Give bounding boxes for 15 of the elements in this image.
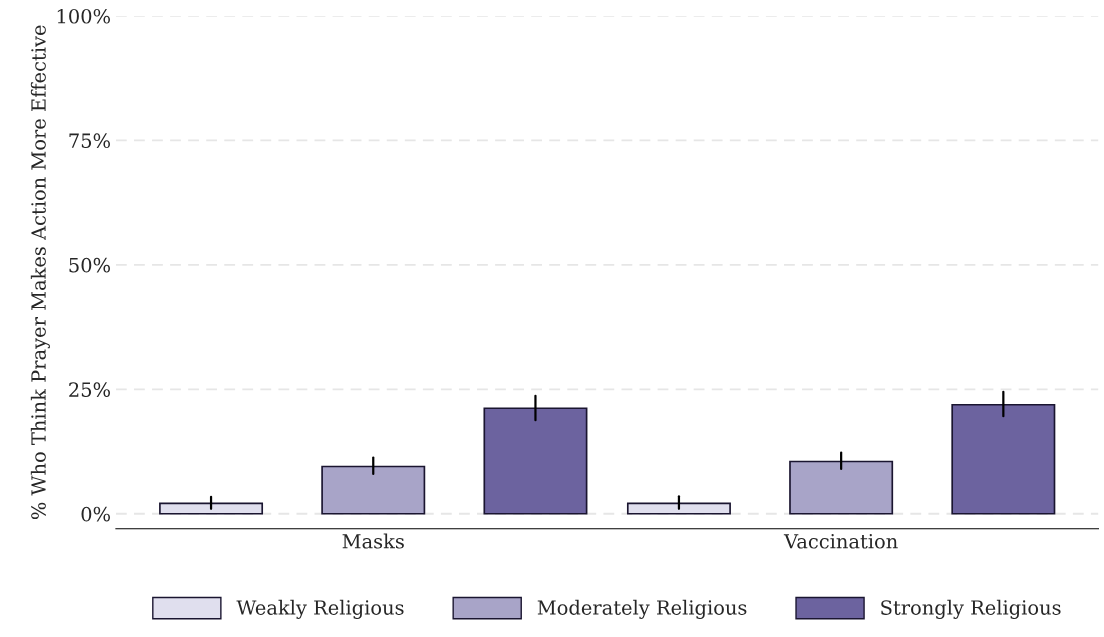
- y-tick-label: 50%: [69, 257, 110, 273]
- bar: [951, 403, 1056, 515]
- legend-label: Moderately Religious: [537, 599, 747, 619]
- y-tick-label: 25%: [69, 382, 110, 397]
- y-tick-label: 75%: [69, 133, 110, 149]
- y-tick-label: 0%: [81, 506, 110, 522]
- bar: [789, 460, 894, 515]
- x-tick-label: Vaccination: [783, 534, 898, 549]
- y-axis-title: % Who Think Prayer Makes Action More Effective: [30, 25, 50, 520]
- bar: [483, 407, 588, 515]
- legend-label: Strongly Religious: [881, 599, 1061, 619]
- y-tick-label: 100%: [57, 8, 110, 24]
- bar: [321, 465, 426, 515]
- legend-label: Weakly Religious: [236, 599, 404, 619]
- x-tick-label: Masks: [342, 533, 404, 549]
